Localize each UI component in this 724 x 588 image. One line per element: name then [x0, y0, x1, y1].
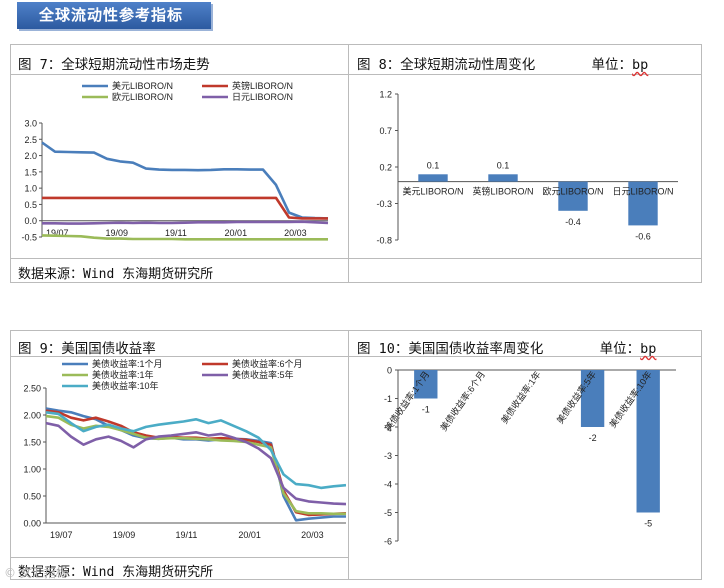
top-table-rule-1 — [10, 74, 702, 75]
fig9-y-tick-label-4: 0.50 — [23, 492, 41, 502]
fig8-y-tick-label-0: 1.2 — [379, 90, 392, 100]
fig7-legend-label-1: 英镑LIBORO/N — [232, 80, 293, 91]
fig9-legend-label-2: 美债收益率:1年 — [92, 369, 154, 380]
fig9-x-tick-label-1: 19/09 — [113, 530, 136, 540]
fig8-category-label-0: 美元LIBORO/N — [402, 186, 463, 197]
fig9-legend-label-4: 美债收益率:10年 — [92, 380, 159, 391]
fig7-legend-label-0: 美元LIBORO/N — [112, 80, 173, 91]
fig9-x-tick-label-4: 20/03 — [301, 530, 324, 540]
fig7-y-tick-label-4: 1.0 — [24, 184, 37, 194]
fig10-y-tick-label-0: 0 — [387, 366, 392, 376]
bottom-table-rule-1 — [10, 356, 702, 357]
fig7-caption: 图 7：全球短期流动性市场走势 — [18, 57, 210, 73]
fig10-caption-text: 图 10：美国国债收益率周变化 — [357, 341, 544, 357]
fig9-y-tick-label-1: 2.00 — [23, 411, 41, 421]
fig7-series-1 — [42, 196, 328, 220]
section-title: 全球流动性参考指标 — [17, 2, 211, 29]
fig8-caption: 图 8：全球短期流动性周变化 单位：bp — [357, 53, 648, 73]
fig7-y-tick-label-3: 1.5 — [24, 167, 37, 177]
fig7-legend-label-2: 欧元LIBORO/N — [112, 91, 173, 102]
fig7-x-tick-label-0: 19/07 — [46, 228, 69, 238]
fig7-x-tick-label-2: 19/11 — [165, 228, 187, 238]
fig9-caption: 图 9：美国国债收益率 — [18, 341, 156, 357]
fig7-x-tick-label-1: 19/09 — [106, 228, 129, 238]
fig10-y-tick-label-2: -2 — [384, 423, 392, 433]
fig10-unit-label: 单位： — [599, 341, 641, 357]
fig8-unit: bp — [632, 57, 649, 73]
fig9-x-tick-label-2: 19/11 — [176, 530, 198, 540]
fig7-y-tick-label-2: 2.0 — [24, 151, 37, 161]
fig7-source: 数据来源：Wind 东海期货研究所 — [18, 267, 214, 282]
fig8-category-label-3: 日元LIBORO/N — [612, 187, 673, 197]
fig10-unit: bp — [640, 341, 657, 357]
fig8-chart: 1.2 0.7 0.2 -0.3 -0.8 0.1 美元LIBORO/N 0.1 英镑LIBOR… — [376, 90, 678, 246]
fig9-x-tick-label-3: 20/01 — [238, 530, 261, 540]
fig8-data-label-0: 0.1 — [427, 160, 440, 170]
bottom-table — [10, 330, 702, 580]
fig10-data-label-0: -1 — [422, 405, 430, 415]
fig10-bar-0 — [414, 370, 438, 399]
fig10-data-label-4: -5 — [644, 519, 652, 529]
fig7-series-0 — [41, 141, 329, 220]
fig7-series-2 — [41, 234, 328, 241]
fig7-y-tick-label-1: 2.5 — [24, 135, 37, 145]
watermark: © 文汇指标 — [4, 566, 68, 580]
fig9-series-3 — [45, 421, 346, 506]
fig9-y-tick-label-3: 1.00 — [23, 465, 41, 475]
fig7-y-tick-label-6: 0.0 — [24, 216, 37, 226]
fig7-y-tick-label-7: -0.5 — [21, 233, 37, 243]
top-table-divider — [348, 44, 349, 283]
fig8-y-tick-label-4: -0.8 — [376, 236, 392, 246]
fig8-bar-2 — [558, 181, 588, 211]
fig7-x-tick-label-4: 20/03 — [284, 228, 307, 238]
fig9-series-4 — [45, 411, 346, 490]
top-table — [10, 44, 702, 283]
fig8-caption-text: 图 8：全球短期流动性周变化 — [357, 57, 536, 73]
fig10-y-tick-label-4: -4 — [384, 480, 392, 490]
fig8-data-label-1: 0.1 — [497, 160, 510, 170]
fig8-bar-1 — [488, 174, 518, 182]
fig7-legend-label-3: 日元LIBORO/N — [232, 92, 293, 102]
fig9-legend-label-0: 美债收益率:1个月 — [92, 358, 163, 369]
fig10-y-tick-label-5: -5 — [384, 508, 392, 518]
fig9-legend-label-3: 美债收益率:5年 — [232, 369, 294, 380]
fig8-y-tick-label-1: 0.7 — [379, 126, 392, 136]
fig10-bar-3 — [580, 370, 605, 427]
fig8-y-tick-label-3: -0.3 — [376, 199, 392, 209]
fig7-y-tick-label-0: 3.0 — [24, 119, 37, 129]
fig8-data-label-2: -0.4 — [565, 217, 581, 227]
fig9-y-tick-label-0: 2.50 — [23, 384, 41, 394]
fig8-category-label-2: 欧元LIBORO/N — [542, 186, 603, 197]
fig9-y-tick-label-5: 0.00 — [23, 519, 41, 529]
fig8-data-label-3: -0.6 — [635, 231, 651, 241]
fig10-category-label-2: 美债收益率:1年 — [498, 369, 542, 426]
bottom-table-divider — [348, 330, 349, 580]
fig10-y-tick-label-1: -1 — [384, 394, 392, 404]
top-table-rule-2 — [10, 258, 702, 259]
fig7-x-tick-label-3: 20/01 — [225, 228, 248, 238]
fig10-category-label-1: 美债收益率:6个月 — [438, 369, 487, 433]
fig9-source: 数据来源：Wind 东海期货研究所 — [18, 565, 214, 580]
fig7-series-3 — [42, 220, 329, 225]
fig10-y-tick-label-3: -3 — [384, 451, 392, 461]
fig10-y-tick-label-6: -6 — [384, 537, 392, 547]
fig9-series-0 — [45, 407, 346, 522]
fig9-legend-label-1: 美债收益率:6个月 — [232, 358, 303, 369]
fig9-chart: 2.50 2.00 1.50 1.00 0.50 0.00 19/07 19/09 19/11 2… — [23, 358, 346, 540]
fig7-y-tick-label-5: 0.5 — [24, 200, 37, 210]
fig8-category-label-1: 英镑LIBORO/N — [472, 186, 533, 197]
fig8-y-tick-label-2: 0.2 — [379, 163, 392, 173]
fig7-chart: 3.0 2.5 2.0 1.5 1.0 0.5 0.0 -0.5 19/07 19/09 19/11… — [21, 80, 329, 243]
fig8-bar-0 — [418, 174, 448, 182]
fig8-bar-3 — [628, 181, 658, 226]
bottom-table-rule-2 — [10, 557, 348, 558]
fig10-caption: 图 10：美国国债收益率周变化 单位：bp — [357, 337, 656, 357]
fig10-data-label-3: -2 — [589, 433, 597, 443]
fig9-y-tick-label-2: 1.50 — [23, 438, 41, 448]
fig10-bar-4 — [636, 370, 660, 513]
fig8-unit-label: 单位： — [591, 57, 633, 73]
fig9-x-tick-label-0: 19/07 — [50, 530, 73, 540]
